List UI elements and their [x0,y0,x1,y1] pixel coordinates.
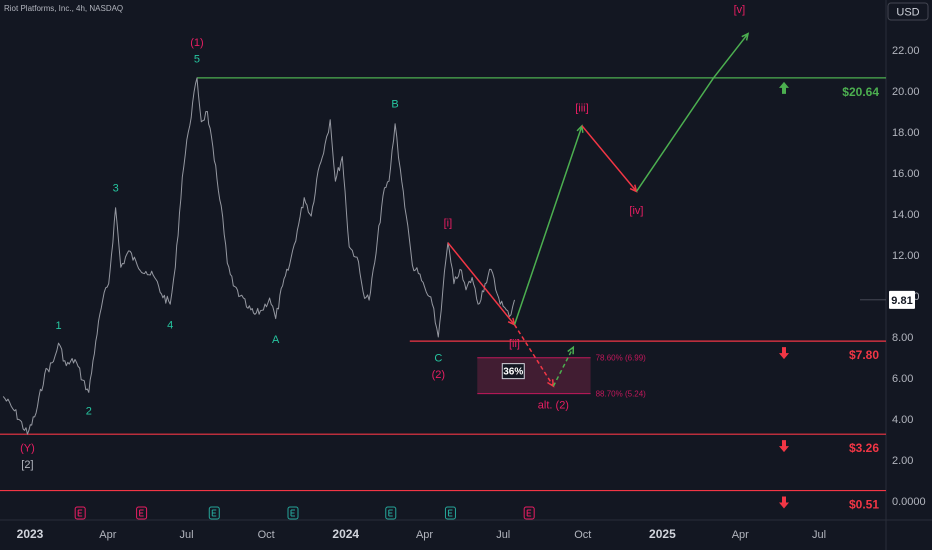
x-tick-label: Apr [732,529,749,541]
wave-label: 3 [113,182,119,194]
target-label: $20.64 [842,85,879,99]
wave-label: 5 [194,53,200,65]
earnings-marker[interactable] [136,506,148,520]
wave-iv-down-projection [581,125,638,192]
alt-down-projection [513,324,555,387]
x-tick-label: 2025 [649,527,676,541]
support-2-label: $3.26 [849,441,879,455]
wave-label: 1 [55,320,61,332]
earnings-e-glyph [447,509,453,517]
wave-label: alt. (2) [538,400,569,412]
chart-title: Riot Platforms, Inc., 4h, NASDAQ [4,4,123,13]
earnings-marker[interactable] [523,506,535,520]
y-tick-label: 4.00 [892,414,913,426]
y-tick-label: 16.00 [892,168,920,180]
currency-button[interactable]: USD [887,2,929,21]
probability-box [501,363,525,380]
wave-v-up-projection [635,33,749,192]
wave-label: [v] [734,4,746,16]
x-tick-label: Apr [416,529,433,541]
earnings-marker[interactable] [385,506,397,520]
currency-button-label: USD [896,7,919,19]
earnings-marker[interactable] [74,506,86,520]
wave-label: 4 [167,320,173,332]
arrow-down-icon [779,440,789,453]
earnings-e-glyph [77,509,83,517]
wave-label: (Y) [20,443,35,455]
last-price-label: 9.81 [891,295,912,307]
support-1-label: $7.80 [849,348,879,362]
earnings-e-glyph [211,509,217,517]
wave-label: C [434,352,442,364]
wave-label: [iv] [629,205,643,217]
y-tick-label: 18.00 [892,127,920,139]
wave-label: 2 [86,406,92,418]
x-tick-label: Apr [99,529,116,541]
earnings-marker[interactable] [287,506,299,520]
wave-iii-up-projection [513,125,583,325]
x-tick-label: 2024 [332,527,359,541]
alt-up-projection [552,346,574,387]
y-tick-label: 6.00 [892,373,913,385]
last-price-badge [889,290,915,309]
earnings-marker[interactable] [208,506,220,520]
x-tick-label: 2023 [17,527,44,541]
wave-label: B [391,98,398,110]
currency-button-frame [887,2,929,21]
wave-label: (2) [432,369,445,381]
y-tick-label: 14.00 [892,209,920,221]
arrow-up-icon [779,81,789,94]
y-tick-label: 22.00 [892,45,920,57]
wave-label: [2] [21,459,33,471]
earnings-e-glyph [526,509,532,517]
zone-lower-label: 88.70% (5.24) [596,390,647,399]
impulse-down-i-ii-arrowhead [507,317,516,327]
support-3-label: $0.51 [849,498,879,512]
y-tick-label: 2.00 [892,455,913,467]
y-tick-label: 8.00 [892,332,913,344]
arrow-down-icon [779,347,789,360]
x-tick-label: Jul [812,529,826,541]
impulse-down-i-ii-projection [447,242,516,326]
alt-up-arrowhead [567,345,575,355]
price-series-line [2,77,515,435]
x-tick-label: Oct [258,529,275,541]
y-tick-label: 20.00 [892,86,920,98]
probability-label: 36% [503,367,523,378]
earnings-e-glyph [388,509,393,517]
x-tick-label: Jul [496,529,510,541]
arrow-down-icon [779,496,789,509]
wave-iv-down-arrowhead [629,184,638,193]
wave-label: [ii] [509,338,520,350]
x-tick-label: Oct [574,529,591,541]
wave-v-up-arrowhead [741,32,750,41]
retracement-zone [477,357,591,394]
wave-label: (1) [190,37,203,49]
y-tick-label: 0.0000 [892,496,926,508]
x-tick-label: Jul [180,529,194,541]
zone-upper-label: 78.60% (6.99) [596,354,647,363]
earnings-e-glyph [290,509,295,517]
earnings-e-glyph [139,509,144,517]
wave-label: [iii] [575,103,588,115]
earnings-marker[interactable] [444,506,456,520]
wave-label: [i] [444,217,453,229]
wave-label: A [272,334,280,346]
y-tick-label: 12.00 [892,250,920,262]
